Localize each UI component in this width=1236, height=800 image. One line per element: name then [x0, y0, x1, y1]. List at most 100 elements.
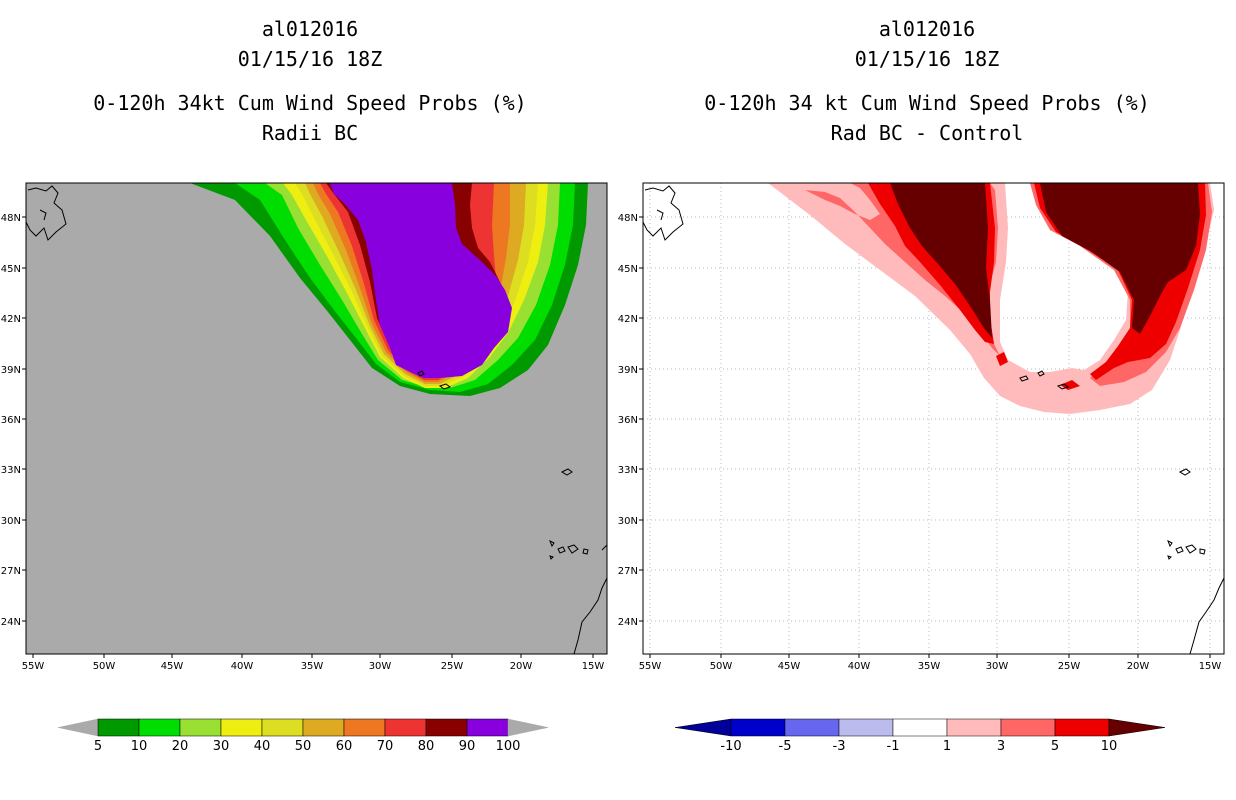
right-xtick-label: 25W — [1058, 661, 1081, 672]
left-colorbar-swatch — [179, 718, 222, 737]
right-ytick-label: 48N — [618, 213, 638, 224]
left-coast-madeira — [560, 468, 573, 476]
right-colorbar-label: 10 — [1101, 739, 1118, 754]
left-datetime: 01/15/16 18Z — [237, 47, 383, 71]
left-xtick-label: 55W — [22, 661, 45, 672]
right-coast-newfoundland — [642, 185, 684, 241]
right-xtick-label: 30W — [986, 661, 1009, 672]
left-colorbar-label: 70 — [377, 739, 394, 754]
right-ytick-label: 33N — [618, 465, 638, 476]
left-xtick-label: 30W — [369, 661, 392, 672]
right-colorbar-label: -3 — [833, 739, 846, 754]
right-colorbar-swatch — [838, 718, 894, 737]
right-colorbar-label: 5 — [1051, 739, 1059, 754]
left-xtick-label: 40W — [231, 661, 254, 672]
left-prob-field — [190, 183, 588, 396]
left-coast-newfoundland — [25, 185, 67, 241]
right-ytick-label: 30N — [618, 516, 638, 527]
right-xtick-label: 20W — [1127, 661, 1150, 672]
left-colorbar-extend-low — [57, 718, 99, 737]
right-colorbar-swatch — [892, 718, 948, 737]
right-xtick-label: 50W — [710, 661, 733, 672]
left-colorbar-swatch — [384, 718, 427, 737]
right-colorbar-label: 3 — [997, 739, 1005, 754]
left-xtick-label: 35W — [301, 661, 324, 672]
left-colorbar-swatch — [343, 718, 386, 737]
left-colorbar-label: 50 — [295, 739, 312, 754]
right-xtick-label: 45W — [778, 661, 801, 672]
left-ytick-label: 45N — [1, 264, 21, 275]
left-ytick-label: 33N — [1, 465, 21, 476]
left-colorbar-label: 40 — [254, 739, 271, 754]
left-x-axis: 55W 50W 45W 40W 35W 30W 25W 20W 15W — [22, 654, 604, 672]
left-colorbar-label: 30 — [213, 739, 230, 754]
left-colorbar-swatch — [138, 718, 181, 737]
left-xtick-label: 45W — [161, 661, 184, 672]
left-colorbar-label: 5 — [94, 739, 102, 754]
left-colorbar-label: 10 — [131, 739, 148, 754]
left-storm-id: al012016 — [261, 17, 359, 41]
right-colorbar-swatch — [1054, 718, 1110, 737]
left-coast-canaries — [549, 539, 589, 560]
left-ytick-label: 30N — [1, 516, 21, 527]
left-colorbar-label: 80 — [418, 739, 435, 754]
right-contour-pos10-west — [890, 183, 992, 338]
left-chart-subtitle: Radii BC — [261, 121, 359, 145]
right-contour-pos5-spot — [996, 352, 1008, 366]
right-colorbar-swatch — [1000, 718, 1056, 737]
right-diff-field — [768, 183, 1214, 414]
left-colorbar-label: 60 — [336, 739, 353, 754]
right-map: 55W 50W 45W 40W 35W 30W 25W 20W 15W 48N 45N 42N 39N… — [618, 182, 1225, 672]
left-colorbar-swatch — [220, 718, 263, 737]
right-colorbar-extend-high — [1108, 718, 1166, 737]
left-chart-title: 0-120h 34kt Cum Wind Speed Probs (%) — [93, 91, 527, 115]
right-coast-azores — [1019, 370, 1070, 390]
left-ytick-label: 27N — [1, 566, 21, 577]
right-ytick-label: 39N — [618, 365, 638, 376]
right-colorbar-swatch — [946, 718, 1002, 737]
right-datetime: 01/15/16 18Z — [854, 47, 1000, 71]
right-xtick-label: 40W — [848, 661, 871, 672]
left-colorbar-swatch — [425, 718, 468, 737]
right-ytick-label: 36N — [618, 415, 638, 426]
left-colorbar-swatch — [466, 718, 509, 737]
left-xtick-label: 25W — [441, 661, 464, 672]
right-x-axis: 55W 50W 45W 40W 35W 30W 25W 20W 15W — [639, 654, 1222, 672]
right-xtick-label: 35W — [918, 661, 941, 672]
right-colorbar-label: -1 — [887, 739, 900, 754]
right-storm-id: al012016 — [878, 17, 976, 41]
right-xtick-label: 55W — [639, 661, 662, 672]
left-coast-azores — [417, 370, 452, 390]
right-colorbar-label: -5 — [779, 739, 792, 754]
left-ytick-label: 48N — [1, 213, 21, 224]
left-ytick-label: 24N — [1, 617, 21, 628]
left-coastlines — [25, 185, 608, 655]
right-chart-subtitle: Rad BC - Control — [830, 121, 1024, 145]
right-colorbar-swatch — [730, 718, 786, 737]
right-coast-madeira — [1178, 468, 1191, 476]
left-colorbar-swatch — [261, 718, 304, 737]
right-coast-canaries — [1167, 539, 1206, 560]
right-colorbar-label: -10 — [720, 739, 741, 754]
right-colorbar-label: 1 — [943, 739, 951, 754]
right-chart-title: 0-120h 34 kt Cum Wind Speed Probs (%) — [704, 91, 1150, 115]
right-title-block: al012016 01/15/16 18Z 0-120h 34 kt Cum W… — [627, 14, 1227, 148]
right-coastlines — [642, 185, 1225, 655]
right-colorbar-swatch — [784, 718, 840, 737]
right-xtick-label: 15W — [1199, 661, 1222, 672]
left-xtick-label: 20W — [510, 661, 533, 672]
left-colorbar-extend-high — [507, 718, 549, 737]
left-colorbar-label: 20 — [172, 739, 189, 754]
left-map: 55W 50W 45W 40W 35W 30W 25W 20W 15W 48N 45N 42N 39N… — [1, 182, 608, 672]
left-colorbar-swatch — [97, 718, 140, 737]
right-colorbar: -10 -5 -3 -1 1 3 5 10 — [674, 718, 1166, 754]
left-colorbar-swatch — [302, 718, 345, 737]
left-colorbar: 5 10 20 30 40 50 60 70 80 90 100 — [57, 718, 549, 754]
right-ytick-label: 45N — [618, 264, 638, 275]
left-y-axis: 48N 45N 42N 39N 36N 33N 30N 27N 24N — [1, 213, 26, 628]
left-colorbar-label: 90 — [459, 739, 476, 754]
right-ytick-label: 24N — [618, 617, 638, 628]
right-ytick-label: 27N — [618, 566, 638, 577]
right-coast-africa — [1189, 577, 1225, 655]
